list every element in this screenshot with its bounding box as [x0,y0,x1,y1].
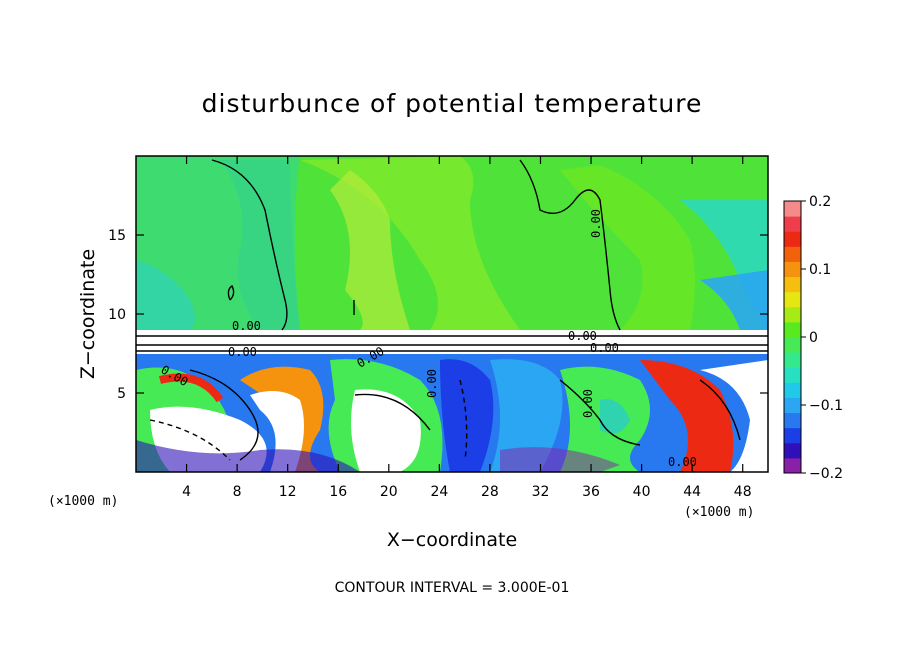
x-tick-label: 4 [182,484,191,500]
colorbar-swatch [784,337,801,353]
x-tick-label: 16 [329,484,347,500]
contour-label: 0.00 [589,209,603,238]
colorbar-swatch [784,412,801,429]
contour-label: 0.00 [228,345,257,359]
colorbar-swatch [784,321,801,338]
contour-interval-label: CONTOUR INTERVAL = 3.000E-01 [335,580,570,596]
colorbar-swatch [784,306,801,323]
x-tick-label: 8 [233,484,242,500]
contour-label: 0.00 [232,319,261,333]
x-axis-label: X−coordinate [387,529,517,551]
y-tick-label: 5 [117,386,126,402]
y-tick-label: 10 [108,307,126,323]
colorbar-swatches [784,201,801,474]
colorbar-swatch [784,367,801,383]
x-tick-label: 28 [481,484,499,500]
heatmap-field [136,156,768,472]
contour-label: 0.00 [581,389,595,418]
x-tick-label: 36 [582,484,600,500]
x-tick-label: 48 [734,484,752,500]
contour-label: 0.00 [568,329,597,343]
colorbar: 0.2 0.1 0 −0.1 −0.2 [783,194,843,482]
colorbar-tick-label: 0.1 [809,262,831,278]
y-axis-ticks: 5 10 15 [108,228,768,402]
contour-label: 0.00 [425,369,439,398]
y-tick-label: 15 [108,228,126,244]
colorbar-swatch [784,352,801,368]
colorbar-tick-label: −0.2 [809,466,843,482]
colorbar-swatch [784,397,801,414]
colorbar-swatch [784,382,801,398]
x-tick-label: 32 [532,484,550,500]
chart-title: disturbunce of potential temperature [202,89,703,118]
x-tick-label: 44 [683,484,701,500]
colorbar-tick-label: 0.2 [809,194,831,210]
x-axis-ticks: 4 8 12 16 20 24 28 32 36 40 44 48 [182,156,752,500]
colorbar-ticks: 0.2 0.1 0 −0.1 −0.2 [801,194,843,482]
x-tick-label: 24 [430,484,448,500]
x-tick-label: 12 [279,484,297,500]
colorbar-swatch [784,201,801,217]
y-axis-label: Z−coordinate [77,249,99,379]
x-unit-label-left: (×1000 m) [48,494,118,509]
x-tick-label: 40 [633,484,651,500]
colorbar-tick-label: −0.1 [809,398,843,414]
colorbar-swatch [784,457,801,474]
colorbar-swatch [784,246,801,262]
x-tick-label: 20 [380,484,398,500]
colorbar-swatch [784,216,801,232]
colorbar-swatch [784,276,801,293]
colorbar-swatch [784,291,801,308]
contour-lines [149,159,741,461]
plot-area: 0.00 0.00 0.00 0.00 0.00 0.00 0.00 0.00 … [136,156,768,472]
contour-labels: 0.00 0.00 0.00 0.00 0.00 0.00 0.00 0.00 … [159,209,697,469]
colorbar-swatch [784,261,801,278]
contour-label: 0.00 [668,455,697,469]
x-unit-label-right: (×1000 m) [684,505,754,520]
contour-label: 0.00 [590,341,619,355]
colorbar-tick-label: 0 [809,330,818,346]
colorbar-swatch [784,442,801,459]
colorbar-swatch [784,231,801,247]
colorbar-swatch [784,427,801,444]
